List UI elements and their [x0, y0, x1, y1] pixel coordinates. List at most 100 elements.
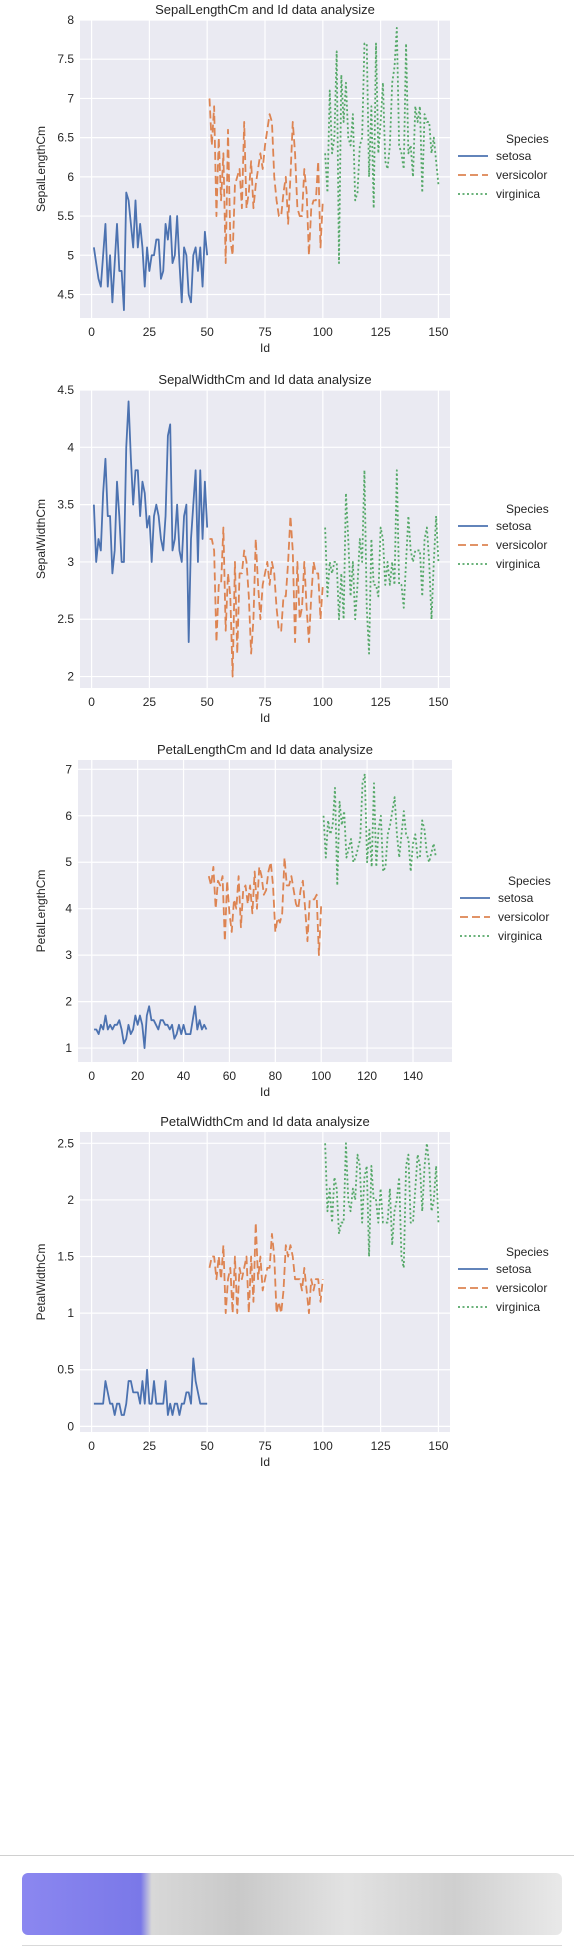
y-tick-label: 2 [67, 670, 74, 684]
x-tick-label: 25 [143, 695, 157, 709]
x-tick-label: 125 [371, 325, 391, 339]
x-tick-label: 50 [201, 1439, 215, 1453]
x-axis-label: Id [260, 341, 270, 355]
chart-1: 0 25 50 75 100 125 150 4.5 5 5.5 6 6.5 7 7.5 8 SepalLen… [34, 2, 549, 355]
x-tick-label: 100 [313, 1439, 333, 1453]
y-axis-label: SepalLengthCm [34, 126, 48, 212]
chart-title: PetalLengthCm and Id data analysize [157, 742, 373, 757]
series-line-versicolor [208, 1221, 324, 1315]
y-tick-label: 3 [65, 948, 72, 962]
legend-title: Species [508, 874, 551, 888]
y-tick-label: 1 [65, 1041, 72, 1055]
y-tick-label: 1 [67, 1306, 74, 1320]
x-tick-label: 20 [131, 1069, 145, 1083]
y-tick-label: 2 [67, 1193, 74, 1207]
x-tick-label: 150 [428, 1439, 448, 1453]
legend-label-setosa: setosa [496, 1262, 532, 1276]
y-tick-label: 3 [67, 555, 74, 569]
legend: Species setosa versicolor virginica [458, 1245, 549, 1314]
x-tick-label: 100 [313, 325, 333, 339]
series-line-setosa [92, 400, 209, 644]
series-line-setosa [92, 191, 209, 312]
x-tick-label: 100 [311, 1069, 331, 1083]
x-axis-label: Id [260, 1455, 270, 1469]
legend-label-versicolor: versicolor [496, 168, 547, 182]
y-tick-label: 6 [67, 170, 74, 184]
x-tick-label: 0 [88, 1439, 95, 1453]
blurred-footer [0, 1855, 574, 1955]
legend-label-versicolor: versicolor [496, 1281, 547, 1295]
plot-area [78, 760, 452, 1062]
x-tick-label: 100 [313, 695, 333, 709]
y-axis-label: PetalLengthCm [34, 870, 48, 953]
x-tick-label: 140 [403, 1069, 423, 1083]
legend-label-virginica: virginica [498, 929, 542, 943]
x-tick-label: 75 [258, 695, 272, 709]
legend-title: Species [506, 1245, 549, 1259]
x-tick-label: 25 [143, 1439, 157, 1453]
y-tick-label: 5.5 [57, 209, 74, 223]
series-line-virginica [324, 1142, 440, 1269]
x-tick-label: 125 [371, 1439, 391, 1453]
x-tick-label: 75 [258, 325, 272, 339]
y-tick-label: 2 [65, 995, 72, 1009]
legend-label-setosa: setosa [496, 149, 532, 163]
y-tick-label: 2.5 [57, 612, 74, 626]
y-tick-label: 4.5 [57, 383, 74, 397]
chart-3: 0 20 40 60 80 100 120 140 1 2 3 4 5 6 7 PetalLengthCm a… [34, 742, 551, 1099]
legend-label-setosa: setosa [496, 519, 532, 533]
y-tick-label: 4 [65, 902, 72, 916]
y-tick-label: 4.5 [57, 287, 74, 301]
x-axis-label: Id [260, 711, 270, 725]
legend-label-virginica: virginica [496, 1300, 540, 1314]
chart-4: 0 25 50 75 100 125 150 0 0.5 1 1.5 2 2.5 PetalWidthCm… [34, 1114, 549, 1469]
chart-title: SepalLengthCm and Id data analysize [155, 2, 375, 17]
y-tick-label: 0.5 [57, 1363, 74, 1377]
legend: Species setosa versicolor virginica [458, 132, 549, 201]
x-tick-label: 150 [428, 695, 448, 709]
legend: Species setosa versicolor virginica [458, 502, 549, 571]
y-tick-label: 3.5 [57, 498, 74, 512]
series-line-setosa [93, 1357, 208, 1416]
y-tick-label: 1.5 [57, 1250, 74, 1264]
legend-label-virginica: virginica [496, 187, 540, 201]
y-tick-label: 2.5 [57, 1136, 74, 1150]
x-tick-label: 50 [201, 695, 215, 709]
legend-label-setosa: setosa [498, 891, 534, 905]
y-tick-label: 7 [67, 91, 74, 105]
y-tick-label: 7 [65, 762, 72, 776]
x-tick-label: 0 [88, 695, 95, 709]
x-tick-label: 40 [177, 1069, 191, 1083]
y-tick-label: 8 [67, 13, 74, 27]
x-tick-label: 60 [223, 1069, 237, 1083]
y-tick-label: 7.5 [57, 52, 74, 66]
series-line-virginica [324, 26, 440, 265]
legend-title: Species [506, 132, 549, 146]
y-axis-label: PetalWidthCm [34, 1244, 48, 1321]
y-tick-label: 5 [65, 855, 72, 869]
legend-title: Species [506, 502, 549, 516]
series-line-versicolor [209, 515, 324, 678]
x-tick-label: 0 [88, 325, 95, 339]
x-tick-label: 0 [88, 1069, 95, 1083]
series-line-versicolor [207, 856, 323, 957]
series-line-virginica [322, 773, 437, 887]
series-line-setosa [94, 1005, 208, 1049]
chart-title: PetalWidthCm and Id data analysize [160, 1114, 370, 1129]
x-axis-label: Id [260, 1085, 270, 1099]
x-tick-label: 125 [371, 695, 391, 709]
x-tick-label: 80 [269, 1069, 283, 1083]
x-tick-label: 120 [357, 1069, 377, 1083]
y-tick-label: 6 [65, 809, 72, 823]
x-tick-label: 50 [201, 325, 215, 339]
divider [22, 1945, 562, 1946]
chart-2: 0 25 50 75 100 125 150 2 2.5 3 3.5 4 4.5 SepalWidthCm… [34, 372, 549, 725]
blurred-content [22, 1873, 562, 1935]
legend: Species setosa versicolor virginica [460, 874, 551, 943]
legend-label-versicolor: versicolor [496, 538, 547, 552]
divider [0, 1855, 574, 1856]
x-tick-label: 150 [428, 325, 448, 339]
chart-title: SepalWidthCm and Id data analysize [158, 372, 371, 387]
legend-label-versicolor: versicolor [498, 910, 549, 924]
